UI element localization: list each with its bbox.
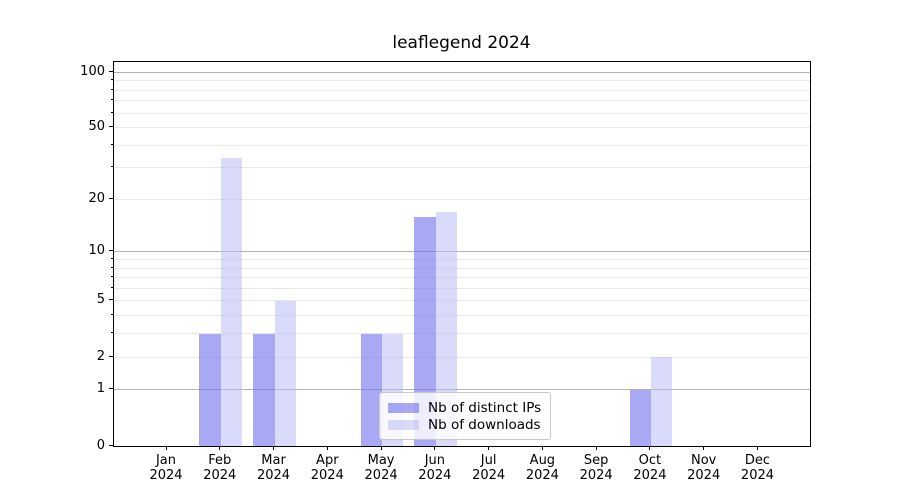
x-tick-label-oct: Oct 2024 xyxy=(633,453,667,483)
x-tick-mark xyxy=(326,446,328,450)
x-tick-label-aug: Aug 2024 xyxy=(525,453,559,483)
y-minor-tick-mark xyxy=(111,286,113,288)
gridline-major xyxy=(114,251,810,253)
x-tick-mark xyxy=(649,446,651,450)
y-tick-mark xyxy=(109,444,113,446)
x-tick-mark xyxy=(219,446,221,450)
gridline-major xyxy=(114,71,810,73)
gridline-minor xyxy=(114,258,810,260)
legend-swatch-downloads xyxy=(388,419,419,430)
x-tick-label-dec: Dec 2024 xyxy=(740,453,775,483)
y-minor-tick-mark xyxy=(111,79,113,81)
x-tick-mark xyxy=(273,446,275,450)
x-tick-mark xyxy=(595,446,597,450)
y-tick-mark xyxy=(109,70,113,72)
x-tick-label-feb: Feb 2024 xyxy=(203,453,237,483)
y-tick-label: 10 xyxy=(88,243,105,259)
y-minor-tick-mark xyxy=(111,314,113,316)
plot-area: Nb of distinct IPs Nb of downloads xyxy=(113,61,811,447)
y-tick-mark xyxy=(109,250,113,252)
gridline-minor xyxy=(114,100,810,102)
y-minor-tick-mark xyxy=(111,126,113,128)
gridline-minor xyxy=(114,333,810,335)
y-tick-label: 5 xyxy=(96,292,105,308)
y-minor-tick-mark xyxy=(111,355,113,357)
x-tick-label-mar: Mar 2024 xyxy=(256,453,291,483)
gridline-minor xyxy=(114,287,810,289)
y-tick-label: 0 xyxy=(96,437,105,453)
y-minor-tick-mark xyxy=(111,99,113,101)
x-tick-mark xyxy=(434,446,436,450)
legend-item-distinct-ips: Nb of distinct IPs xyxy=(388,399,541,416)
bar-distinct-ips-feb xyxy=(199,333,221,446)
y-minor-tick-mark xyxy=(111,197,113,199)
chart-title: leaflegend 2024 xyxy=(392,33,531,53)
y-minor-tick-mark xyxy=(111,276,113,278)
x-tick-label-jun: Jun 2024 xyxy=(418,453,452,483)
gridline-minor xyxy=(114,167,810,169)
gridline-minor xyxy=(114,267,810,269)
y-minor-tick-mark xyxy=(111,332,113,334)
bar-distinct-ips-may xyxy=(360,333,383,446)
gridline-minor xyxy=(114,80,810,82)
x-tick-mark xyxy=(380,446,382,450)
bar-downloads-mar xyxy=(274,300,296,446)
legend-item-downloads: Nb of downloads xyxy=(388,416,541,433)
x-tick-label-apr: Apr 2024 xyxy=(310,453,344,483)
gridline-minor xyxy=(114,356,810,358)
bar-downloads-jun xyxy=(435,211,458,446)
gridline-minor xyxy=(114,127,810,129)
gridline-minor xyxy=(114,144,810,146)
y-tick-label: 20 xyxy=(88,190,105,206)
legend-swatch-distinct-ips xyxy=(388,402,419,413)
gridline-minor xyxy=(114,112,810,114)
x-tick-label-jul: Jul 2024 xyxy=(472,453,506,483)
y-minor-tick-mark xyxy=(111,266,113,268)
x-tick-mark xyxy=(756,446,758,450)
y-minor-tick-mark xyxy=(111,166,113,168)
y-tick-label: 1 xyxy=(96,381,105,397)
y-tick-label: 50 xyxy=(88,119,105,135)
x-tick-mark xyxy=(703,446,705,450)
y-minor-tick-mark xyxy=(111,257,113,259)
bar-downloads-oct xyxy=(650,357,673,446)
x-tick-label-jan: Jan 2024 xyxy=(149,453,183,483)
bar-distinct-ips-jun xyxy=(414,216,436,446)
y-minor-tick-mark xyxy=(111,299,113,301)
gridline-minor xyxy=(114,315,810,317)
legend-label-distinct-ips: Nb of distinct IPs xyxy=(428,399,542,416)
gridline-minor xyxy=(114,300,810,302)
x-tick-mark xyxy=(165,446,167,450)
bar-downloads-feb xyxy=(220,158,243,446)
bar-distinct-ips-oct xyxy=(629,389,651,446)
y-tick-label: 2 xyxy=(96,348,105,364)
legend-label-downloads: Nb of downloads xyxy=(428,416,541,433)
x-tick-label-may: May 2024 xyxy=(364,453,398,483)
y-minor-tick-mark xyxy=(111,88,113,90)
y-minor-tick-mark xyxy=(111,111,113,113)
x-tick-label-sep: Sep 2024 xyxy=(579,453,613,483)
gridline-major xyxy=(114,389,810,391)
bar-distinct-ips-mar xyxy=(253,333,275,446)
gridline-minor xyxy=(114,198,810,200)
y-minor-tick-mark xyxy=(111,143,113,145)
legend: Nb of distinct IPs Nb of downloads xyxy=(379,392,552,440)
y-tick-label: 100 xyxy=(80,63,105,79)
x-tick-mark xyxy=(488,446,490,450)
x-tick-label-nov: Nov 2024 xyxy=(687,453,721,483)
gridline-minor xyxy=(114,89,810,91)
y-tick-mark xyxy=(109,388,113,390)
x-tick-mark xyxy=(541,446,543,450)
gridline-minor xyxy=(114,277,810,279)
